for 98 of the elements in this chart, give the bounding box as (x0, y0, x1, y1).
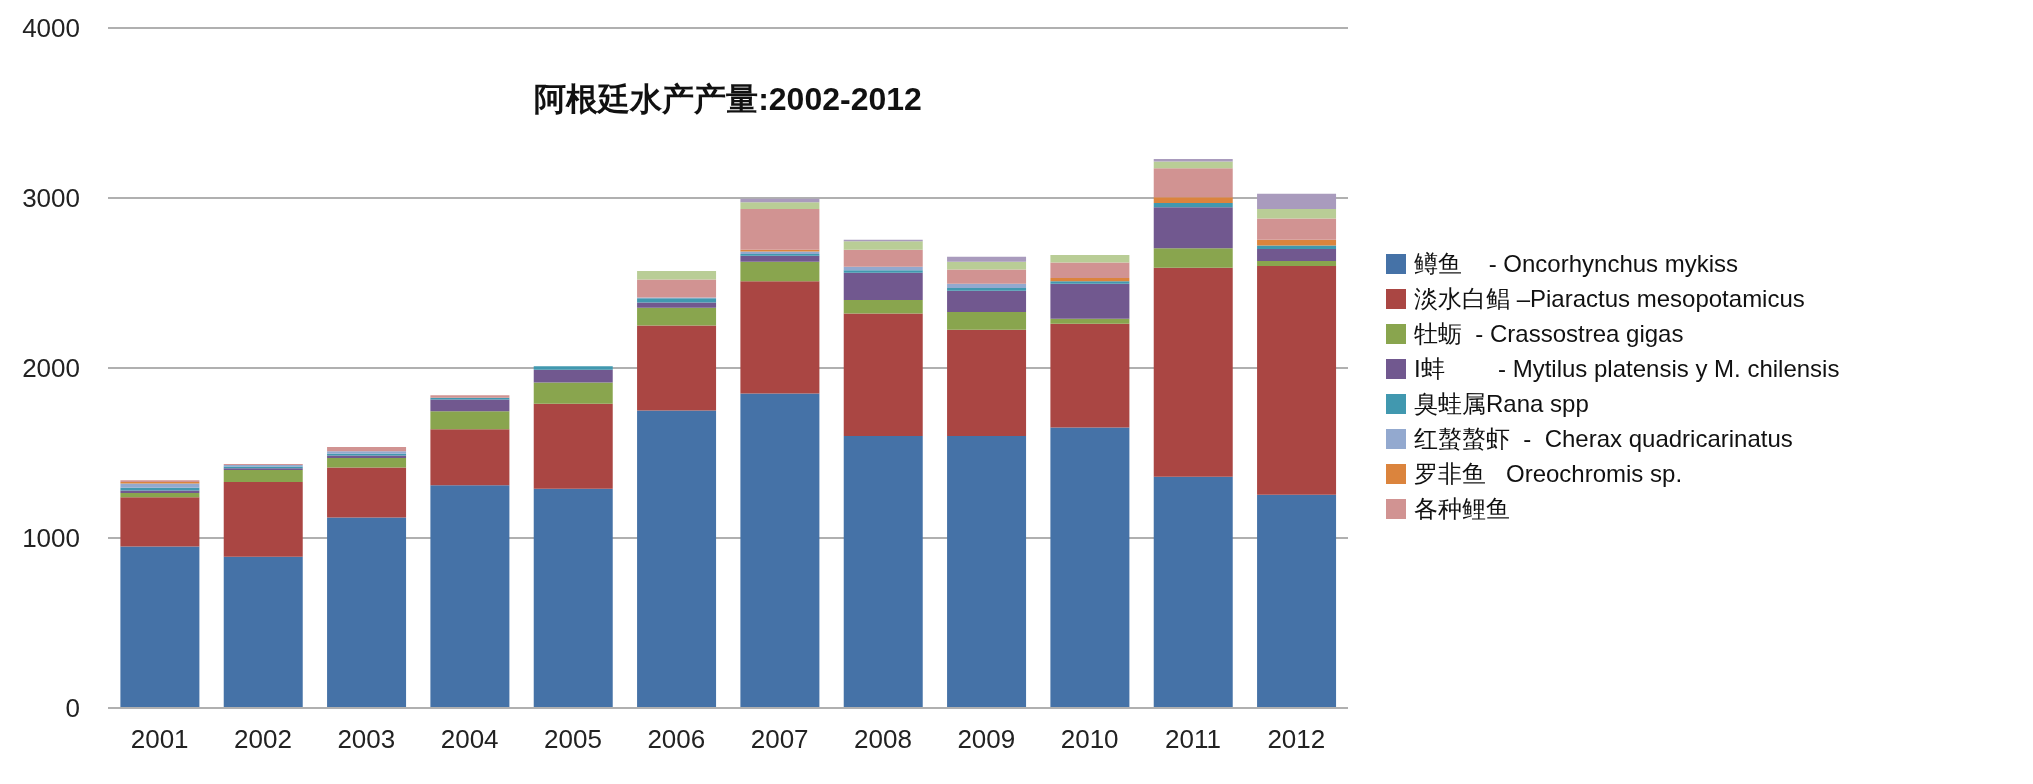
bar (1257, 494, 1337, 708)
bar (637, 307, 717, 326)
y-tick-label: 0 (65, 693, 80, 724)
legend-label: I蚌 - Mytilus platensis y M. chilensis (1414, 353, 1840, 384)
bar (843, 436, 923, 708)
bar (1153, 161, 1233, 169)
bar (637, 271, 717, 280)
bar (947, 329, 1027, 436)
bar (1257, 266, 1337, 495)
x-tick-label: 2009 (957, 724, 1016, 755)
bar (740, 209, 820, 250)
bar (430, 429, 510, 486)
x-tick-label: 2008 (854, 724, 912, 755)
x-tick-label: 2003 (337, 724, 396, 755)
bar (637, 325, 717, 411)
bar (1050, 262, 1130, 278)
bar (120, 492, 200, 498)
bar (843, 300, 923, 314)
bar (1050, 318, 1130, 324)
bar (1153, 476, 1233, 708)
bar (1257, 260, 1337, 266)
bar (120, 546, 200, 708)
legend-label: 罗非鱼 Oreochromis sp. (1414, 458, 1683, 489)
bar (740, 255, 820, 262)
bar (637, 302, 717, 308)
bar (637, 298, 717, 303)
bar (1257, 239, 1337, 246)
bar (947, 436, 1027, 708)
bar (533, 382, 613, 404)
bar (533, 488, 613, 708)
legend-label: 鳟鱼 - Oncorhynchus mykiss (1414, 248, 1739, 279)
bar (1257, 218, 1337, 240)
bar (740, 281, 820, 394)
x-tick-label: 2004 (440, 724, 499, 755)
bar (533, 366, 613, 370)
bar (1153, 197, 1233, 204)
bar (843, 270, 923, 273)
bar (740, 393, 820, 708)
bar (327, 458, 407, 468)
x-tick-label: 2002 (234, 724, 292, 755)
bar (1050, 427, 1130, 708)
y-tick-label: 1000 (22, 523, 80, 554)
bar (947, 261, 1027, 270)
bar (223, 556, 303, 708)
bar (637, 410, 717, 708)
bar (1257, 209, 1337, 219)
bar (740, 202, 820, 210)
bar (1153, 248, 1233, 268)
bar (1153, 207, 1233, 249)
bar (843, 249, 923, 267)
x-tick-label: 2001 (130, 724, 189, 755)
bar (637, 279, 717, 298)
x-tick-label: 2012 (1267, 724, 1326, 755)
bar (533, 403, 613, 489)
bar (947, 311, 1027, 330)
x-tick-label: 2005 (544, 724, 602, 755)
x-tick-label: 2007 (750, 724, 809, 755)
legend-label: 各种鲤鱼 (1414, 493, 1510, 524)
bar (1050, 283, 1130, 319)
y-tick-label: 2000 (22, 353, 80, 384)
bar (120, 497, 200, 547)
bar (947, 256, 1027, 262)
bar (1050, 281, 1130, 284)
bar (430, 485, 510, 708)
bar (1257, 193, 1337, 210)
bar (120, 483, 200, 488)
legend-label: 红螯螯虾 - Cherax quadricarinatus (1414, 423, 1793, 454)
text: 阿根廷水产产量:2002-2012 (533, 80, 923, 119)
bar (843, 313, 923, 436)
legend-label: 牡蛎 - Crassostrea gigas (1414, 318, 1684, 349)
legend-label: 臭蛙属Rana spp (1414, 388, 1589, 419)
bar (430, 399, 510, 412)
y-tick-label: 3000 (22, 183, 80, 214)
y-tick-label: 4000 (22, 13, 80, 44)
bar (1153, 267, 1233, 477)
bar (843, 241, 923, 250)
bar (533, 369, 613, 383)
bar (223, 481, 303, 557)
bar (947, 290, 1027, 312)
bar (1153, 168, 1233, 198)
x-tick-label: 2011 (1165, 724, 1221, 755)
bar (327, 517, 407, 708)
bar (1153, 203, 1233, 208)
bar (1257, 249, 1337, 261)
legend-label: 淡水白鲳 –Piaractus mesopotamicus (1414, 283, 1805, 314)
bar (947, 269, 1027, 284)
bar (843, 272, 923, 300)
bar (327, 467, 407, 518)
bar (430, 411, 510, 430)
bar (1050, 254, 1130, 263)
x-tick-label: 2006 (647, 724, 706, 755)
bar (1050, 323, 1130, 428)
bar (740, 261, 820, 282)
bar (947, 283, 1027, 289)
bar (223, 470, 303, 482)
x-tick-label: 2010 (1060, 724, 1119, 755)
bar (947, 288, 1027, 291)
bar (327, 447, 407, 452)
